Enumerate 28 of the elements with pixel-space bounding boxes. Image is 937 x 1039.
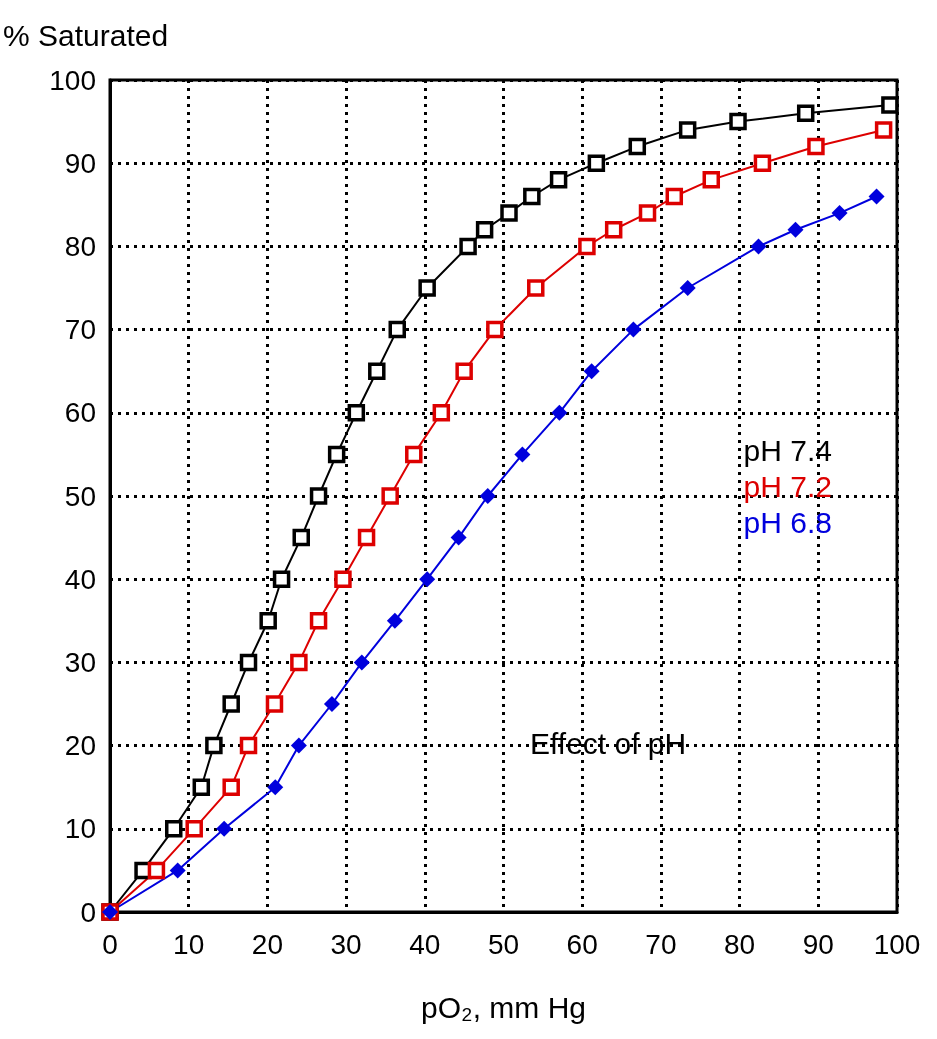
x-tick-label: 60	[566, 928, 598, 960]
y-tick-label: 20	[64, 730, 96, 762]
x-tick-label: 40	[409, 928, 441, 960]
text: pH 7.2	[743, 469, 832, 503]
x-tick-label: 50	[487, 928, 520, 960]
text: pH 6.8	[743, 505, 832, 539]
x-tick-label: 90	[802, 928, 834, 960]
x-tick-label: 20	[251, 928, 283, 960]
y-tick-label: 80	[64, 230, 96, 262]
y-tick-label: 100	[49, 64, 96, 96]
x-tick-label: 10	[173, 928, 205, 960]
y-tick-label: 40	[64, 563, 96, 595]
y-axis-title: % Saturated	[3, 18, 169, 52]
x-tick-label: 80	[724, 928, 756, 960]
y-tick-label: 30	[64, 646, 96, 678]
x-tick-label: 30	[330, 928, 362, 960]
y-tick-label: 90	[64, 147, 96, 179]
x-tick-label: 0	[102, 928, 118, 960]
y-tick-label: 50	[64, 480, 96, 512]
y-tick-label: 10	[64, 813, 96, 845]
y-tick-label: 70	[64, 314, 96, 346]
y-tick-label: 0	[80, 896, 96, 928]
x-tick-label: 100	[873, 928, 921, 960]
x-tick-label: 70	[645, 928, 677, 960]
y-tick-label: 60	[64, 397, 96, 429]
text: pH 7.4	[743, 433, 832, 467]
x-axis-title: pO₂, mm Hg	[421, 990, 586, 1024]
annotation: Effect of pH	[530, 726, 687, 760]
